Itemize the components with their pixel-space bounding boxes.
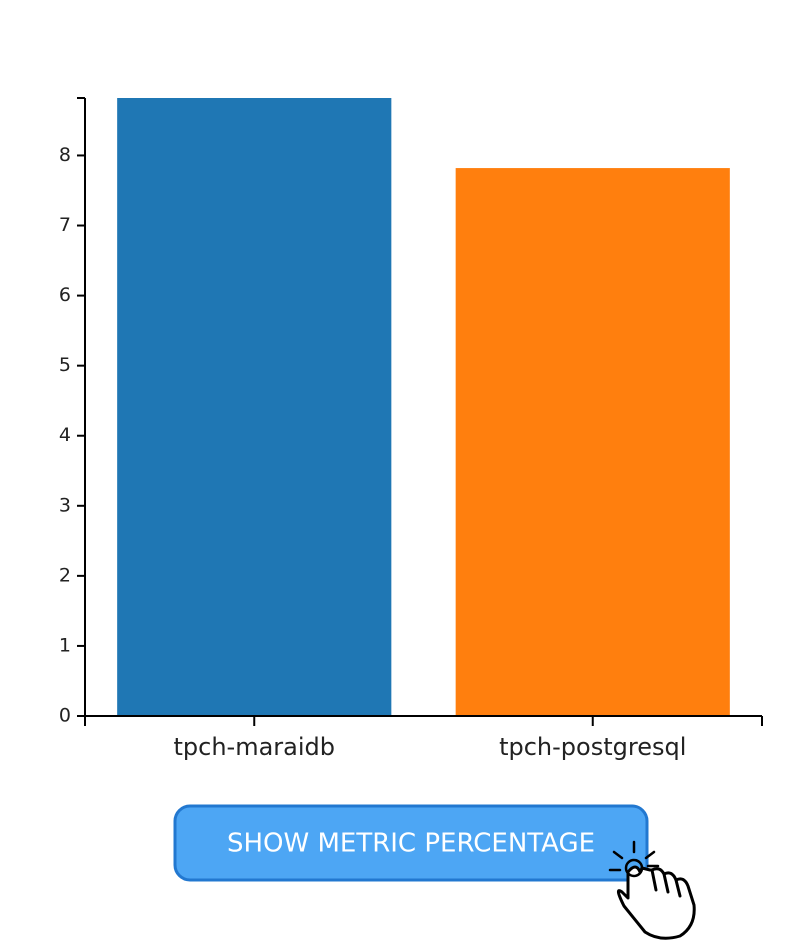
y-tick-label: 6 xyxy=(59,284,71,306)
bar xyxy=(117,98,392,716)
bar xyxy=(455,168,730,717)
hand-cursor xyxy=(608,840,696,940)
y-tick-label: 0 xyxy=(59,705,71,727)
y-tick-label: 4 xyxy=(59,424,71,446)
x-tick-label: tpch-maraidb xyxy=(173,733,335,761)
button-label[interactable]: SHOW METRIC PERCENTAGE xyxy=(227,829,595,859)
y-tick-label: 2 xyxy=(59,564,71,586)
button-body[interactable] xyxy=(173,804,649,882)
button[interactable]: SHOW METRIC PERCENTAGE xyxy=(173,804,649,882)
x-tick-label: tpch-postgresql xyxy=(499,733,686,761)
y-tick-label: 1 xyxy=(59,634,71,656)
y-tick-label: 7 xyxy=(59,214,71,236)
y-tick-label: 5 xyxy=(59,354,71,376)
chart: 0 1 2 3 4 5 6 7 8 tpch-maraidb tpch-postgresql xyxy=(59,97,763,761)
y-tick-label: 3 xyxy=(59,494,71,516)
y-tick-label: 8 xyxy=(59,144,71,166)
